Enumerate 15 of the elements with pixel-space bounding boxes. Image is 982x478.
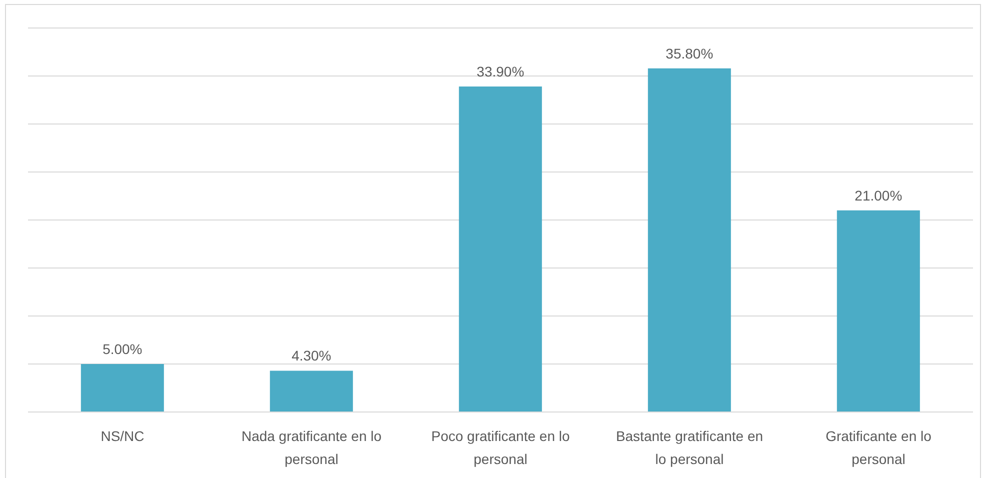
x-tick-label: Poco gratificante en lo personal xyxy=(431,428,570,467)
x-tick-label: Gratificante en lo personal xyxy=(826,428,932,467)
bar xyxy=(458,86,542,412)
bar xyxy=(836,210,920,412)
data-label: 5.00% xyxy=(102,341,142,357)
x-tick-label: Bastante gratificante en lo personal xyxy=(616,428,764,467)
x-tick-label: Nada gratificante en lo personal xyxy=(241,428,382,467)
x-tick-label: NS/NC xyxy=(100,428,144,444)
bar xyxy=(270,370,353,412)
data-label: 21.00% xyxy=(854,187,902,204)
data-label: 35.80% xyxy=(666,45,714,62)
bar xyxy=(648,68,731,412)
data-label: 4.30% xyxy=(292,348,332,364)
data-label: 33.90% xyxy=(476,64,524,80)
bar xyxy=(80,364,164,412)
